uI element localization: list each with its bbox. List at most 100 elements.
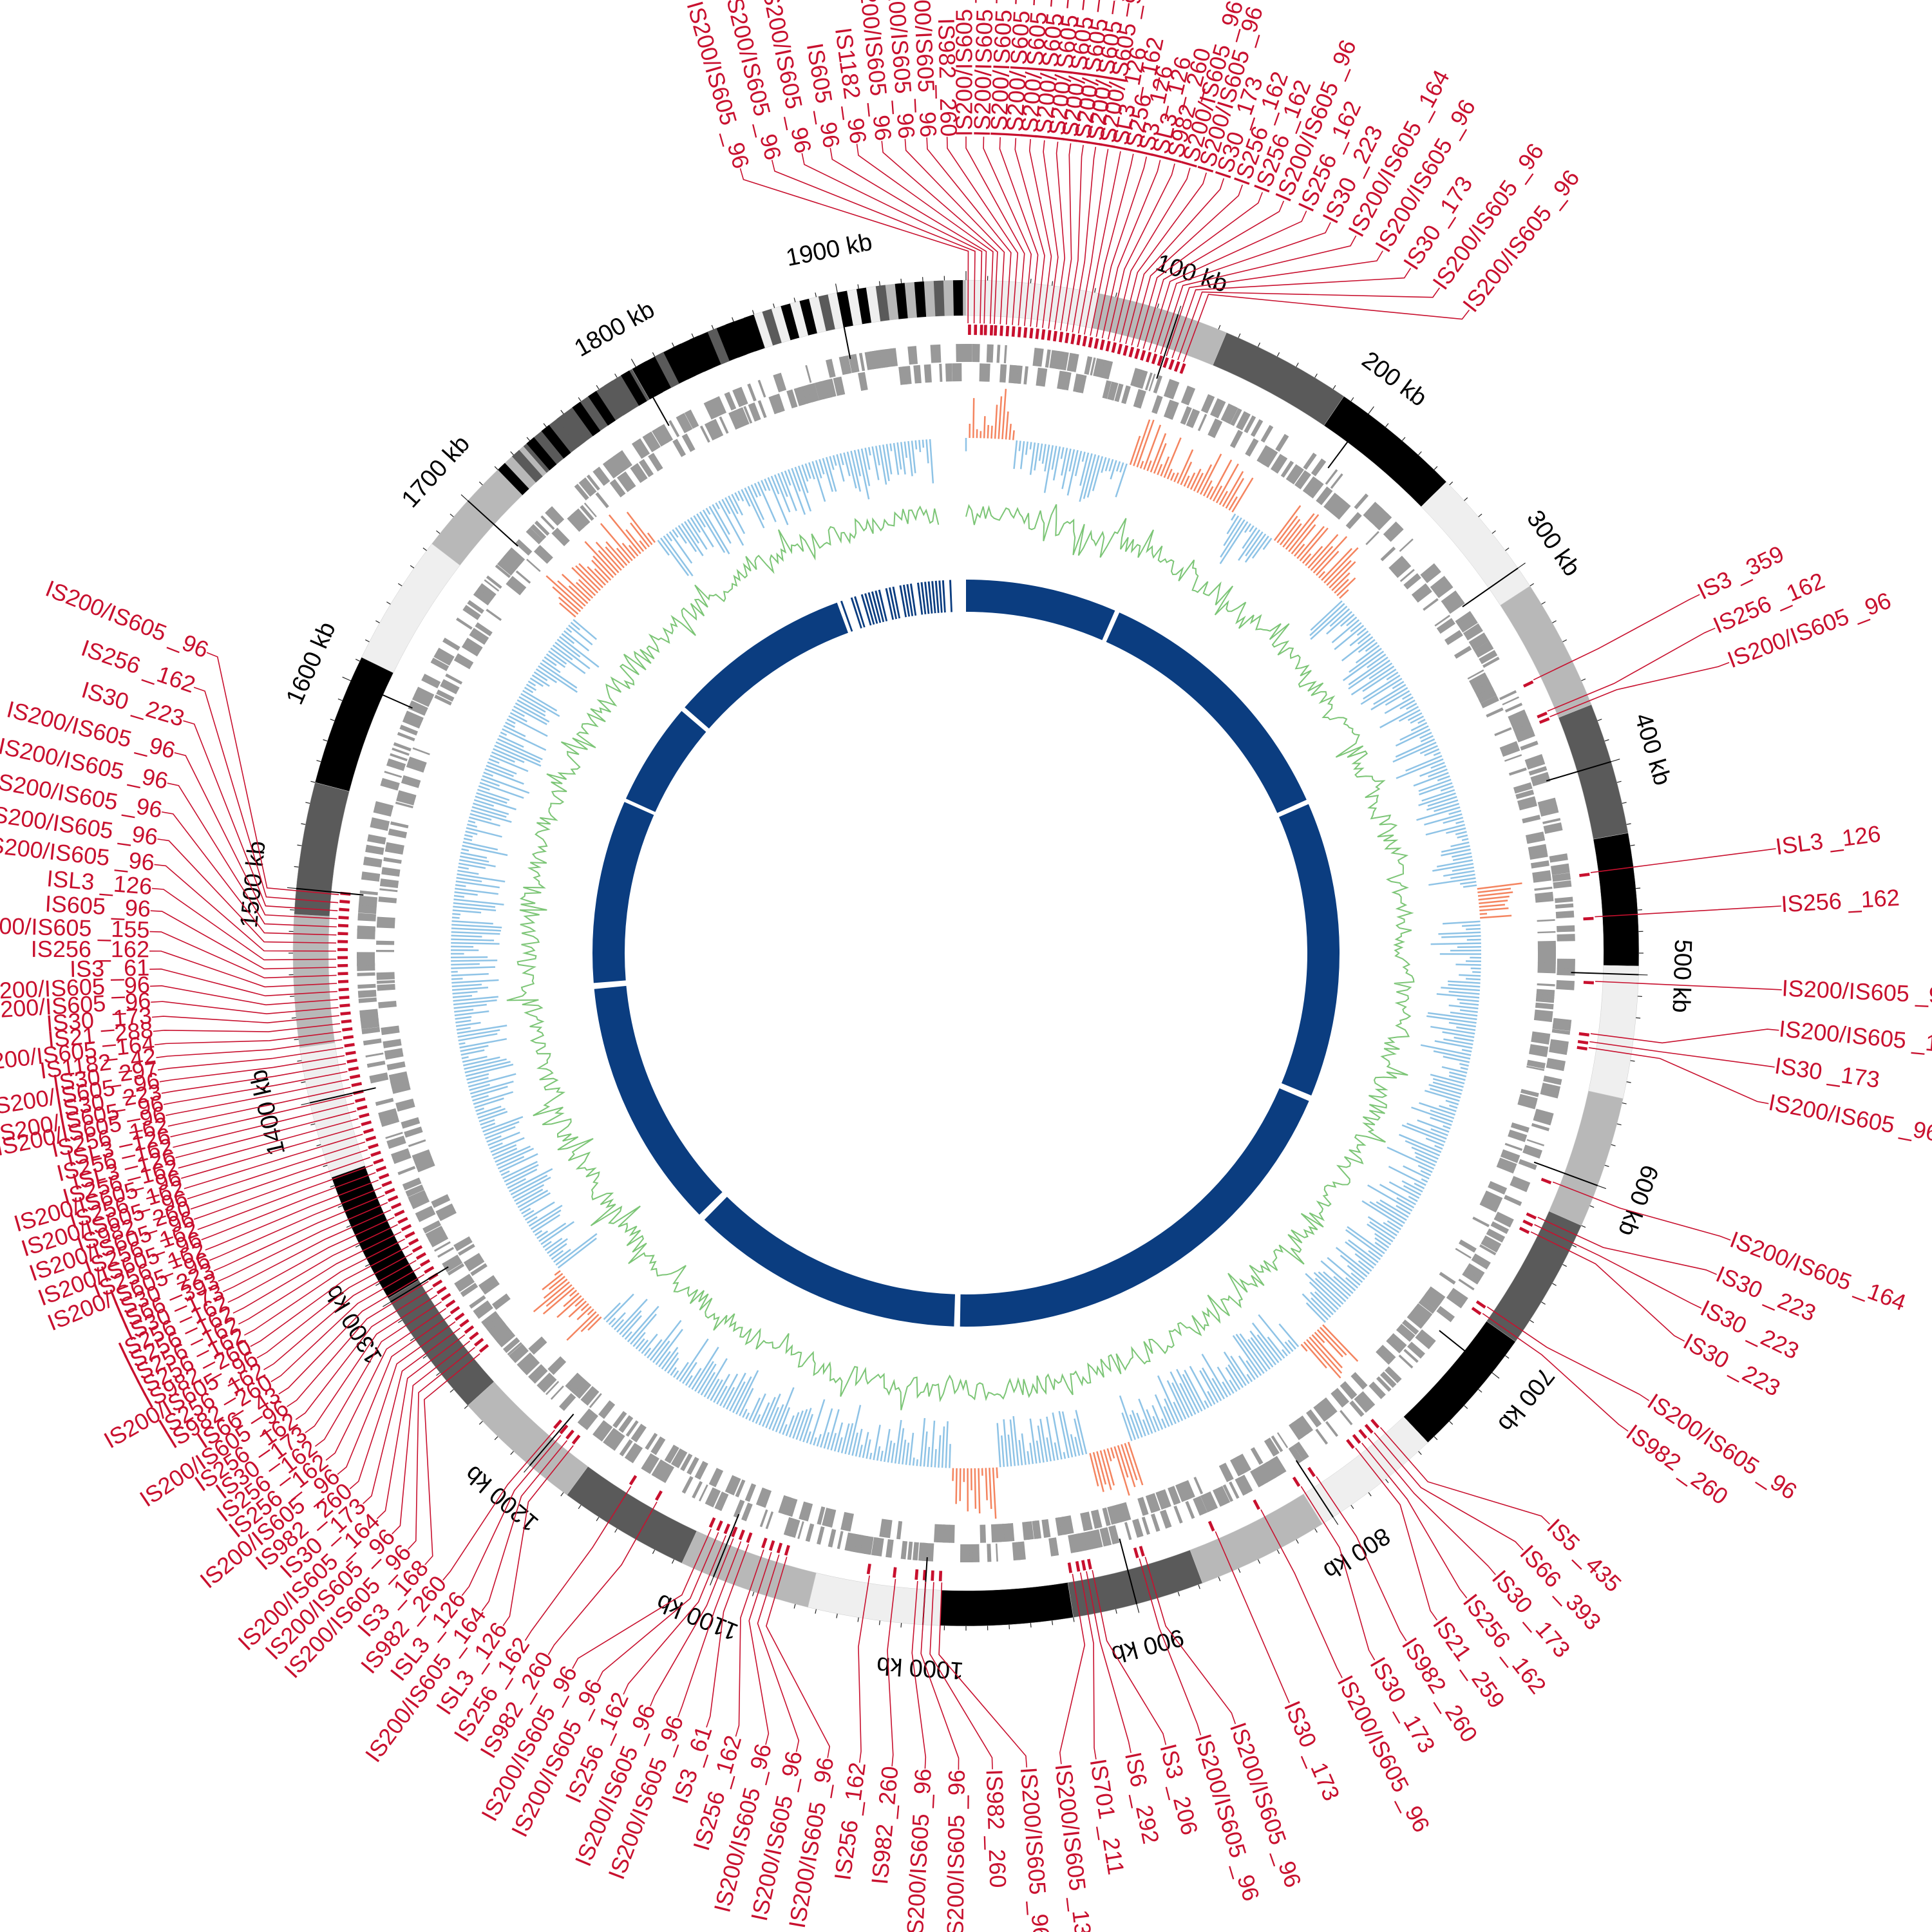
is-element-mark (370, 1150, 381, 1157)
is-element-mark (761, 1537, 768, 1549)
blast-segment (1106, 612, 1307, 813)
gene-feature (363, 857, 383, 868)
is-element-mark (1067, 1562, 1073, 1573)
gc-skew-bar (1189, 468, 1202, 490)
gc-skew-bar (1244, 533, 1267, 563)
gc-skew-bar (451, 983, 482, 988)
gc-skew-bar (647, 532, 656, 544)
scale-tick (375, 1283, 380, 1286)
gc-skew-bar (1350, 665, 1395, 696)
gene-feature (565, 1372, 580, 1388)
gene-feature (1376, 1348, 1393, 1365)
gc-skew-bar (621, 1315, 642, 1338)
gc-skew-bar (735, 1370, 759, 1415)
is-label-leader (184, 1133, 363, 1189)
ideogram-band (895, 283, 908, 319)
is-label-leader (213, 1194, 385, 1271)
gc-skew-bar (1448, 980, 1481, 984)
gc-skew-bar (823, 1432, 830, 1449)
gc-skew-bar (1209, 459, 1233, 500)
gene-feature (1555, 911, 1575, 919)
gc-skew-bar (580, 1314, 600, 1332)
gene-feature (1121, 385, 1131, 404)
gene-feature (1200, 393, 1215, 413)
gc-skew-bar (1322, 1324, 1359, 1362)
is-label-leader (305, 1294, 438, 1434)
gc-skew-bar (450, 956, 488, 958)
is-label-leader (1379, 1426, 1550, 1525)
gc-skew-bar (500, 1170, 510, 1176)
blast-segment (938, 580, 943, 613)
gc-skew-bar (748, 1397, 761, 1421)
gc-skew-bar (1039, 1419, 1048, 1463)
scale-tick-label: 100 kb (1153, 249, 1231, 298)
gene-feature (703, 401, 717, 420)
gc-skew-bar (889, 443, 893, 451)
gc-skew-bar (731, 493, 744, 516)
gc-skew-bar (1341, 636, 1374, 661)
gc-skew-bar (1103, 1449, 1115, 1486)
scale-tick (752, 310, 755, 315)
scale-tick (543, 423, 547, 428)
gc-skew-bar (1029, 442, 1036, 475)
gene-feature (1389, 527, 1404, 542)
gene-feature (1208, 418, 1223, 439)
gene-feature (920, 1542, 924, 1561)
gc-skew-bar (514, 1184, 545, 1202)
gene-feature (1535, 1002, 1554, 1010)
gc-skew-bar (945, 1421, 949, 1468)
gc-skew-bar (1374, 1233, 1392, 1245)
scale-tick (900, 278, 902, 283)
scale-tick (900, 1623, 902, 1628)
is-label-leader (376, 1334, 466, 1519)
is-label-leader (151, 1001, 339, 1015)
is-label-leader (801, 153, 983, 324)
gc-skew-bar (905, 1443, 910, 1465)
is-element-mark (397, 1217, 408, 1224)
is-label-leader (911, 1581, 927, 1769)
gc-skew-bar (548, 1276, 565, 1290)
gc-skew-bar (745, 1412, 750, 1419)
gene-feature (497, 1330, 512, 1343)
scale-tick (1434, 1436, 1438, 1441)
is-element-mark (343, 1035, 354, 1040)
gene-feature (421, 674, 441, 688)
gene-feature (1557, 925, 1575, 933)
gene-feature (670, 1448, 688, 1468)
scale-tick (1604, 1164, 1609, 1168)
gc-skew-bar (1386, 671, 1399, 681)
scale-tick (1418, 451, 1422, 455)
gc-skew-bar (820, 1408, 833, 1448)
gc-skew-bar (455, 1016, 472, 1020)
gc-skew-bar (480, 1119, 495, 1126)
gc-skew-bar (1399, 699, 1416, 710)
gc-skew-bar (1342, 650, 1385, 681)
gc-skew-bar (1267, 1336, 1285, 1359)
gene-feature (1331, 1391, 1345, 1408)
gc-skew-bar (559, 636, 600, 668)
gc-skew-bar (929, 439, 934, 484)
gc-skew-bar (1151, 1405, 1164, 1430)
gc-skew-bar (1019, 440, 1025, 469)
scale-tick (460, 494, 468, 501)
blast-segment (1279, 804, 1340, 1096)
scale-major-tick (467, 500, 518, 547)
gc-skew-bar (794, 466, 812, 512)
gc-skew-bar (1430, 1025, 1475, 1035)
gene-feature (1088, 1529, 1103, 1549)
gc-skew-bar (1459, 974, 1481, 977)
ideogram-band (541, 424, 571, 459)
is-label-leader (337, 1314, 451, 1475)
gc-skew-bar (1211, 1378, 1226, 1399)
gene-feature (1520, 1088, 1539, 1097)
gc-skew-bar (757, 481, 777, 522)
gene-feature (759, 1509, 768, 1528)
is-label-leader (363, 1327, 460, 1504)
gene-feature (797, 1521, 804, 1539)
gc-skew-bar (927, 1446, 931, 1467)
is-label-leader (205, 1179, 379, 1251)
gc-skew-bar (1044, 444, 1050, 472)
gc-skew-bar (726, 1372, 746, 1410)
is-element-mark (359, 1112, 370, 1119)
gc-skew-bar (521, 1208, 531, 1215)
